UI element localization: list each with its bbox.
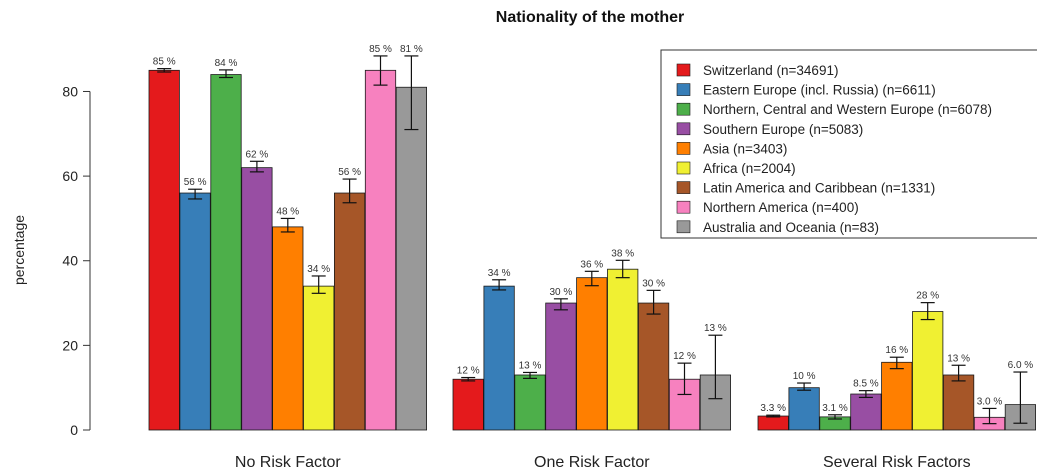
legend-swatch: [676, 220, 691, 234]
legend-label: Southern Europe (n=5083): [703, 122, 863, 137]
legend-label: Switzerland (n=34691): [703, 63, 838, 78]
bar: [912, 311, 944, 431]
data-label: 28 %: [916, 291, 939, 302]
bar: [272, 226, 304, 431]
legend-swatch: [676, 200, 691, 214]
data-label: 12 %: [457, 366, 480, 377]
bar: [364, 69, 397, 431]
data-label: 30 %: [550, 287, 573, 298]
bar: [757, 415, 789, 431]
legend-swatch: [676, 122, 691, 136]
legend-swatch: [676, 102, 691, 116]
bar: [333, 192, 366, 431]
bar: [395, 86, 428, 431]
data-label: 3.1 %: [822, 403, 848, 414]
y-axis: 0 20 40 60 80: [62, 83, 91, 438]
data-label: 81 %: [400, 44, 423, 55]
legend-label: Northern America (n=400): [703, 200, 859, 215]
y-tick-label: 20: [62, 337, 78, 353]
data-label: 3.0 %: [977, 396, 1003, 407]
data-label: 13 %: [947, 353, 970, 364]
data-label: 13 %: [704, 323, 727, 334]
bar: [483, 285, 515, 431]
data-label: 34 %: [307, 264, 330, 275]
bar: [148, 69, 180, 431]
y-tick-label: 60: [62, 168, 78, 184]
legend-label: Northern, Central and Western Europe (n=…: [703, 102, 992, 117]
legend-label: Africa (n=2004): [703, 161, 796, 176]
category-label: One Risk Factor: [534, 454, 650, 471]
data-label: 12 %: [673, 351, 696, 362]
bar: [452, 378, 484, 431]
bar: [788, 387, 820, 431]
y-axis-label: percentage: [11, 215, 27, 285]
data-label: 34 %: [488, 268, 511, 279]
bar: [850, 393, 882, 431]
legend-label: Eastern Europe (incl. Russia) (n=6611): [703, 83, 936, 98]
legend-swatch: [676, 63, 691, 77]
y-tick-label: 80: [62, 83, 78, 99]
bar: [881, 361, 913, 431]
data-label: 62 %: [246, 149, 269, 160]
bar: [179, 192, 211, 431]
legend: Switzerland (n=34691) Eastern Europe (inc…: [660, 49, 1037, 239]
y-tick-label: 40: [62, 253, 78, 269]
data-label: 56 %: [184, 177, 207, 188]
data-label: 85 %: [153, 57, 176, 68]
data-label: 56 %: [338, 167, 361, 178]
legend-swatch: [676, 142, 691, 155]
legend-label: Asia (n=3403): [703, 141, 787, 156]
bars-group: 85 % 12 % 3.3 % 56 % 34 % 10 % 84 % 13 % 3.1 % 62…: [148, 44, 1037, 431]
data-label: 8.5 %: [853, 379, 879, 390]
legend-label: Australia and Oceania (n=83): [703, 220, 879, 235]
bar: [303, 285, 335, 431]
data-label: 10 %: [793, 371, 816, 382]
bar: [607, 268, 639, 431]
data-label: 6.0 %: [1008, 360, 1034, 371]
bar: [210, 74, 242, 431]
bar: [545, 302, 577, 431]
category-labels: No Risk Factor One Risk Factor Several Ris…: [235, 454, 971, 471]
bar: [638, 302, 670, 431]
legend-swatch: [676, 161, 691, 175]
bar: [514, 374, 546, 431]
y-tick-label: 0: [70, 422, 78, 438]
bar: [241, 167, 273, 431]
data-label: 16 %: [885, 345, 908, 356]
data-label: 3.3 %: [760, 403, 786, 414]
legend-label: Latin America and Caribbean (n=1331): [703, 181, 935, 196]
data-label: 36 %: [580, 259, 603, 270]
bar: [576, 277, 608, 431]
legend-swatch: [676, 181, 691, 194]
legend-swatch: [676, 83, 691, 96]
legend-box: [660, 49, 1037, 239]
data-label: 38 %: [611, 248, 634, 259]
category-label: Several Risk Factors: [823, 454, 971, 471]
data-label: 13 %: [519, 360, 542, 371]
bar: [943, 374, 975, 431]
chart-title: Nationality of the mother: [496, 9, 684, 26]
category-label: No Risk Factor: [235, 454, 341, 471]
data-label: 30 %: [642, 278, 665, 289]
data-label: 85 %: [369, 44, 392, 55]
data-label: 84 %: [215, 58, 238, 69]
data-label: 48 %: [276, 206, 299, 217]
